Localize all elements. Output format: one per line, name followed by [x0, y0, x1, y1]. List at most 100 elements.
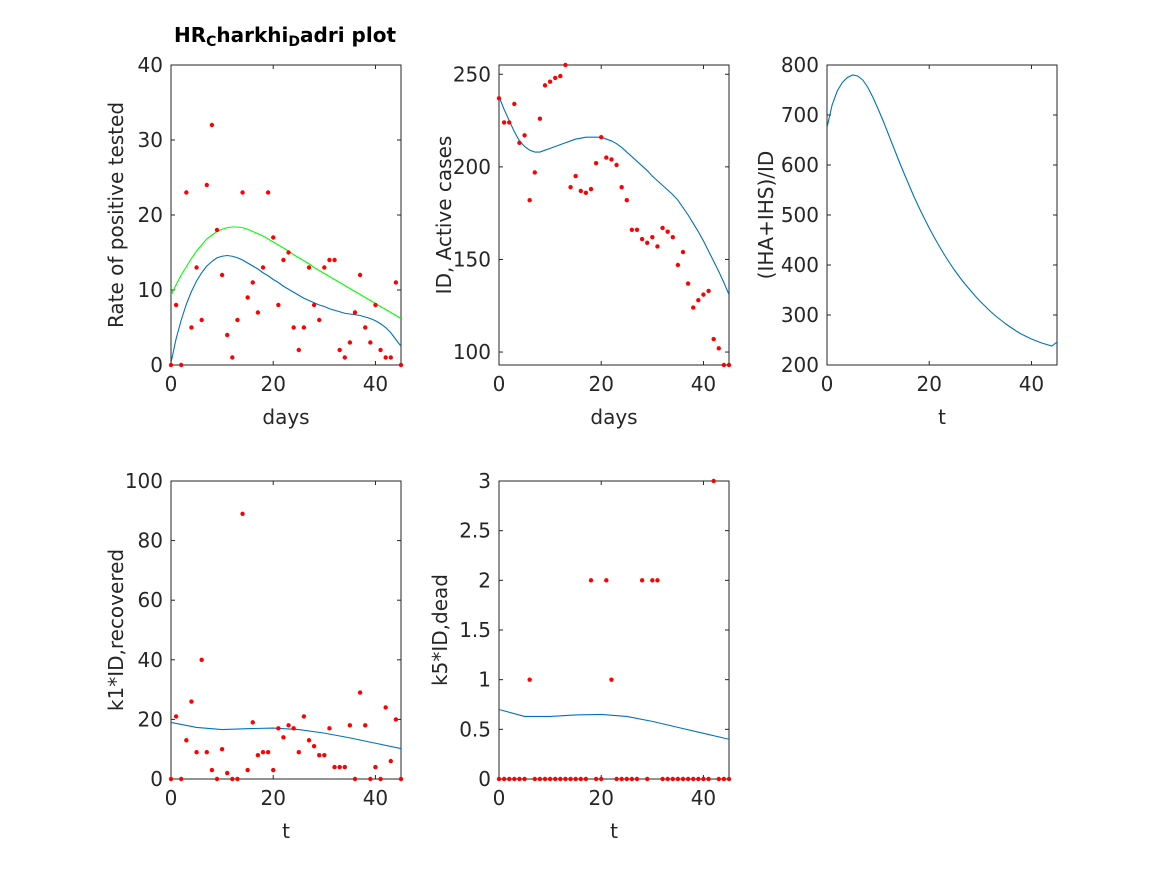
data-point — [271, 767, 276, 773]
data-point — [680, 249, 686, 255]
data-point — [235, 317, 240, 323]
x-tick-label: 40 — [1019, 372, 1044, 396]
y-tick-label: 1 — [478, 668, 491, 692]
data-point — [255, 752, 261, 758]
data-point — [398, 362, 404, 368]
data-point — [624, 776, 629, 782]
data-point — [604, 578, 609, 583]
data-point — [553, 776, 558, 782]
data-point — [670, 776, 675, 782]
data-point — [240, 190, 245, 195]
data-point — [532, 776, 537, 782]
y-tick-label: 500 — [781, 203, 819, 227]
x-tick-label: 0 — [165, 372, 178, 396]
x-axis-label: days — [590, 405, 637, 429]
subplot-p3: 0 20 40 200 300 400 500 600 700 800 t (IHA+IHS)/ID — [754, 53, 1058, 429]
data-point — [558, 776, 563, 782]
data-point — [563, 62, 568, 68]
subplot-p1: 0 20 40 0 10 20 30 40 days Rate of positive teste… — [104, 53, 404, 429]
data-point — [629, 776, 635, 782]
subplot-p5: 0 20 40 0 0.5 1 1.5 2 2.5 3 t k5*ID,dead — [428, 469, 732, 843]
data-point — [614, 162, 619, 168]
y-axis-label: k1*ID,recovered — [104, 549, 128, 711]
data-point — [271, 235, 276, 240]
data-point — [512, 101, 517, 107]
x-tick-label: 20 — [588, 786, 613, 810]
data-point — [609, 157, 614, 162]
data-point — [655, 244, 660, 249]
title-part-1: HR — [174, 23, 206, 47]
y-tick-label: 250 — [453, 62, 491, 86]
data-point — [179, 362, 184, 368]
data-point — [311, 302, 317, 308]
data-point — [665, 776, 670, 782]
data-point — [716, 776, 721, 782]
y-tick-label: 1.5 — [459, 618, 491, 642]
y-tick-label: 0 — [150, 767, 163, 791]
data-point — [624, 197, 629, 203]
data-point — [173, 714, 179, 719]
data-point — [168, 776, 174, 782]
title-sub-2: D — [288, 34, 300, 50]
y-tick-label: 60 — [138, 588, 163, 612]
fit-line — [171, 254, 401, 363]
x-tick-label: 40 — [363, 372, 388, 396]
y-tick-label: 40 — [138, 53, 163, 77]
data-point — [209, 122, 215, 128]
data-point — [199, 657, 204, 662]
data-point — [286, 250, 291, 255]
data-point — [393, 717, 399, 722]
x-tick-label: 40 — [363, 786, 388, 810]
data-point — [588, 186, 594, 192]
data-point — [501, 776, 507, 782]
data-point — [593, 160, 599, 166]
data-point — [332, 257, 337, 263]
x-tick-label: 0 — [165, 786, 178, 810]
data-point — [301, 325, 307, 330]
fit-line — [499, 96, 729, 295]
data-point — [199, 317, 204, 323]
data-point — [496, 96, 502, 101]
data-point — [327, 257, 332, 263]
data-point — [634, 227, 640, 233]
data-point — [225, 332, 230, 338]
data-point — [558, 73, 563, 79]
fit-line — [499, 708, 729, 740]
y-tick-label: 600 — [781, 153, 819, 177]
data-point — [383, 705, 388, 710]
x-tick-label: 20 — [260, 372, 285, 396]
y-axis-label: k5*ID,dead — [428, 574, 452, 686]
data-point — [691, 776, 696, 782]
y-tick-label: 2.5 — [459, 519, 491, 543]
data-point — [255, 310, 261, 315]
data-point — [675, 262, 681, 268]
data-point — [675, 776, 681, 782]
axes-box — [170, 64, 402, 366]
y-tick-label: 800 — [781, 53, 819, 77]
data-point — [619, 185, 624, 190]
x-axis-label: t — [938, 405, 946, 429]
y-tick-label: 20 — [138, 203, 163, 227]
data-point — [194, 265, 199, 270]
data-point — [537, 116, 543, 121]
data-point — [706, 776, 711, 782]
data-point — [527, 677, 532, 682]
data-point — [281, 257, 286, 263]
data-point — [276, 302, 281, 308]
data-point — [578, 188, 583, 194]
data-point — [214, 227, 220, 233]
data-point — [496, 776, 502, 782]
data-point — [296, 749, 301, 755]
x-tick-label: 20 — [588, 372, 613, 396]
data-point — [542, 83, 548, 88]
y-tick-label: 0 — [478, 767, 491, 791]
data-point — [383, 355, 388, 360]
x-tick-label: 0 — [493, 786, 506, 810]
x-axis-label: days — [262, 405, 309, 429]
data-point — [563, 776, 568, 782]
data-point — [512, 776, 517, 782]
data-point — [373, 302, 378, 308]
data-point — [507, 120, 512, 125]
data-point — [306, 265, 312, 270]
data-point — [680, 776, 686, 782]
